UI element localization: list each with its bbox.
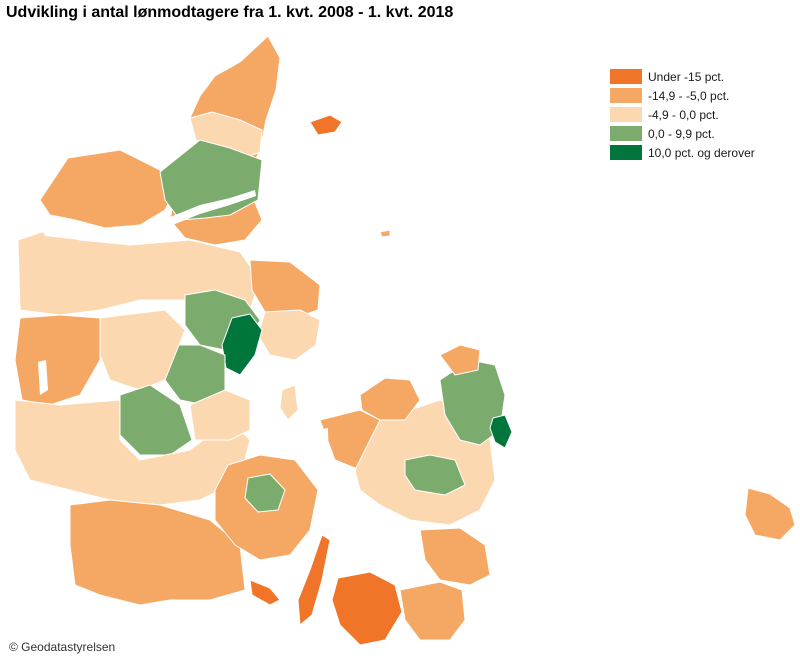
region-copenhagen[interactable] xyxy=(489,414,513,449)
legend-swatch xyxy=(610,107,642,122)
legend-item: -4,9 - 0,0 pct. xyxy=(610,105,755,124)
region-south-jutland[interactable] xyxy=(69,499,246,606)
region-lolland[interactable] xyxy=(331,571,403,646)
legend-item: Under -15 pct. xyxy=(610,67,755,86)
limfjord xyxy=(40,190,256,242)
legend-label: 10,0 pct. og derover xyxy=(648,145,755,160)
region-roskilde[interactable] xyxy=(404,454,466,496)
legend-label: -4,9 - 0,0 pct. xyxy=(648,107,719,122)
ringkobing-fjord xyxy=(38,360,48,395)
region-randers[interactable] xyxy=(249,259,321,319)
region-north-zealand[interactable] xyxy=(359,377,421,421)
legend-item: 10,0 pct. og derover xyxy=(610,143,755,162)
legend-swatch xyxy=(610,88,642,103)
region-langeland[interactable] xyxy=(297,534,331,626)
legend-label: 0,0 - 9,9 pct. xyxy=(648,126,715,141)
region-samsoe[interactable] xyxy=(279,384,299,421)
legend-item: -14,9 - -5,0 pct. xyxy=(610,86,755,105)
region-djursland[interactable] xyxy=(257,309,321,361)
legend-label: -14,9 - -5,0 pct. xyxy=(648,88,730,103)
region-falster[interactable] xyxy=(399,581,466,641)
great-belt xyxy=(318,428,330,525)
region-aarhus[interactable] xyxy=(221,313,263,376)
region-south-zealand[interactable] xyxy=(419,527,491,586)
region-laesoe[interactable] xyxy=(309,114,343,136)
region-gribskov[interactable] xyxy=(439,344,481,376)
legend-swatch xyxy=(610,126,642,141)
region-aeroe[interactable] xyxy=(249,579,281,606)
legend-swatch xyxy=(610,69,642,84)
map-legend: Under -15 pct. -14,9 - -5,0 pct. -4,9 - … xyxy=(610,67,755,162)
region-middle-jutland[interactable] xyxy=(99,309,186,391)
region-thy[interactable] xyxy=(39,149,176,229)
map-title: Udvikling i antal lønmodtagere fra 1. kv… xyxy=(6,4,454,21)
legend-swatch xyxy=(610,145,642,160)
region-ikast[interactable] xyxy=(119,384,193,456)
region-herning[interactable] xyxy=(14,314,101,406)
legend-item: 0,0 - 9,9 pct. xyxy=(610,124,755,143)
region-odense[interactable] xyxy=(244,473,286,513)
copyright-text: © Geodatastyrelsen xyxy=(9,640,116,654)
legend-label: Under -15 pct. xyxy=(648,69,725,84)
region-horsens[interactable] xyxy=(189,389,251,441)
region-anholt[interactable] xyxy=(379,229,391,238)
region-bornholm[interactable] xyxy=(744,487,796,541)
